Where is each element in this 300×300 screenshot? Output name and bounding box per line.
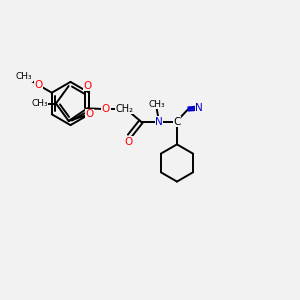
Text: N: N <box>195 103 203 113</box>
Text: N: N <box>155 117 163 127</box>
Text: O: O <box>83 81 92 91</box>
Text: CH₃: CH₃ <box>31 99 48 108</box>
Text: C: C <box>173 117 181 127</box>
Text: O: O <box>102 104 110 114</box>
Text: O: O <box>34 80 42 90</box>
Text: O: O <box>125 137 133 147</box>
Text: O: O <box>85 109 93 119</box>
Text: CH₃: CH₃ <box>16 72 32 81</box>
Text: CH₂: CH₂ <box>116 104 134 114</box>
Text: CH₃: CH₃ <box>148 100 165 109</box>
